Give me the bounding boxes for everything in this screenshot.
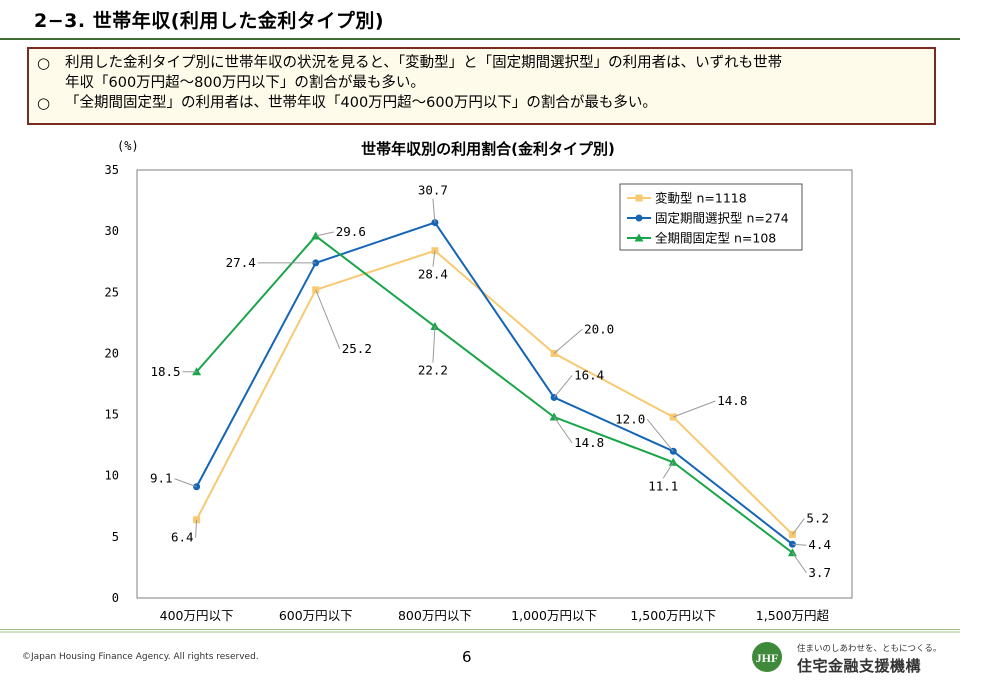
data-label: 4.4 <box>808 537 831 552</box>
data-label: 28.4 <box>418 267 448 282</box>
y-tick-label: 20 <box>105 346 119 360</box>
summary-bullet-1-line2: 年収「600万円超〜800万円以下」の割合が最も多い。 <box>65 75 425 91</box>
data-label-leader <box>432 326 436 363</box>
legend-marker <box>634 233 644 242</box>
data-label: 12.0 <box>615 411 645 426</box>
series-line <box>195 221 794 545</box>
data-label-leader <box>315 231 334 237</box>
data-label: 29.6 <box>336 224 366 239</box>
data-label-leader <box>174 478 197 488</box>
summary-bullet-2-line1: 「全期間固定型」の利用者は、世帯年収「400万円超〜600万円以下」の割合が最も… <box>65 95 657 111</box>
data-label-leader <box>792 552 807 574</box>
x-category-label: 400万円以下 <box>160 608 234 623</box>
y-tick-label: 30 <box>105 224 119 238</box>
x-category-label: 1,500万円超 <box>756 608 830 623</box>
data-point <box>787 548 797 557</box>
y-tick-label: 15 <box>105 408 119 422</box>
data-label: 20.0 <box>584 321 614 336</box>
y-axis-unit-label: (%) <box>117 139 139 153</box>
data-label-leader <box>553 416 573 444</box>
data-label: 3.7 <box>808 565 831 580</box>
footer-band <box>0 631 960 633</box>
data-label-leader <box>792 518 805 535</box>
data-label: 22.2 <box>418 363 448 378</box>
summary-bullet-1: ○ 利用した金利タイプ別に世帯年収の状況を見ると、「変動型」と「固定期間選択型」… <box>37 53 926 93</box>
data-label: 18.5 <box>150 364 180 379</box>
summary-bullet-2: ○ 「全期間固定型」の利用者は、世帯年収「400万円超〜600万円以下」の割合が… <box>37 93 926 113</box>
series-line <box>195 234 794 554</box>
data-label-leader <box>553 375 573 398</box>
summary-box: ○ 利用した金利タイプ別に世帯年収の状況を見ると、「変動型」と「固定期間選択型」… <box>27 47 936 125</box>
data-label-leader <box>195 519 198 538</box>
legend-marker <box>635 194 643 202</box>
title-divider <box>0 38 960 40</box>
org-slogan: 住まいのしあわせを、ともにつくる。 <box>797 644 942 654</box>
summary-bullet-1-line1: 利用した金利タイプ別に世帯年収の状況を見ると、「変動型」と「固定期間選択型」の利… <box>65 55 783 71</box>
footer-divider <box>0 629 960 630</box>
y-tick-label: 5 <box>112 530 119 544</box>
chart-title: 世帯年収別の利用割合(金利タイプ別) <box>361 140 615 158</box>
data-label-leader <box>432 250 436 267</box>
data-label: 9.1 <box>150 471 173 486</box>
x-category-label: 600万円以下 <box>279 608 353 623</box>
data-label: 16.4 <box>574 367 604 382</box>
data-label: 6.4 <box>171 530 194 545</box>
page-number: 6 <box>462 648 472 666</box>
legend-entry: 全期間固定型 n=108 <box>655 231 776 246</box>
data-label: 25.2 <box>342 341 372 356</box>
x-category-label: 1,000万円以下 <box>511 608 597 623</box>
data-point <box>668 457 678 466</box>
data-label: 30.7 <box>418 183 448 198</box>
legend-entry: 固定期間選択型 n=274 <box>655 211 789 226</box>
legend-marker <box>635 214 643 222</box>
bullet-circle-icon: ○ <box>37 94 51 112</box>
data-label: 14.8 <box>574 435 604 450</box>
legend-entry: 変動型 n=1118 <box>655 191 747 206</box>
data-point <box>549 412 559 421</box>
series-line <box>195 249 794 536</box>
copyright-text: ©Japan Housing Finance Agency. All right… <box>22 652 259 662</box>
data-label-leader <box>673 400 716 418</box>
data-label-leader <box>792 543 807 546</box>
data-label-leader <box>553 329 583 354</box>
data-label: 14.8 <box>717 393 747 408</box>
data-label-leader <box>646 418 674 452</box>
y-tick-label: 0 <box>112 591 119 605</box>
plot-area <box>136 169 853 599</box>
data-label-leader <box>432 198 436 223</box>
x-category-label: 800万円以下 <box>398 608 472 623</box>
logo-text: JHF <box>756 651 779 665</box>
data-label: 5.2 <box>806 510 829 525</box>
y-tick-label: 25 <box>105 285 119 299</box>
data-label-leader <box>315 289 341 350</box>
page-title: 2−3. 世帯年収(利用した金利タイプ別) <box>34 10 385 32</box>
y-tick-label: 35 <box>105 163 119 177</box>
y-tick-label: 10 <box>105 469 119 483</box>
bullet-circle-icon: ○ <box>37 54 51 72</box>
org-name: 住宅金融支援機構 <box>797 657 922 675</box>
data-label: 11.1 <box>648 478 678 493</box>
jhf-logo-icon: JHF <box>752 642 782 672</box>
x-category-label: 1,500万円以下 <box>630 608 716 623</box>
data-label: 27.4 <box>226 255 256 270</box>
data-point <box>430 322 440 331</box>
data-label-leader <box>662 461 674 479</box>
